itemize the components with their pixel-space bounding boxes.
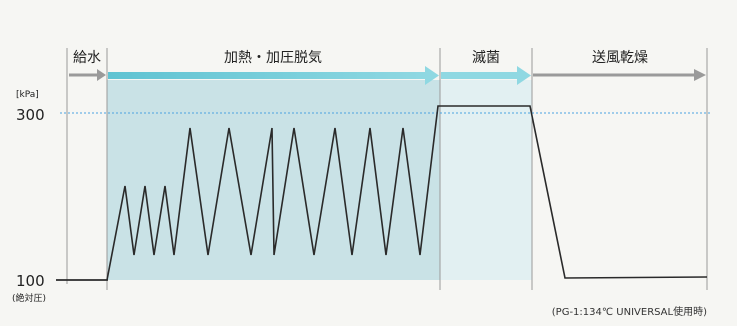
phase-label-heating: 加熱・加圧脱気: [224, 50, 322, 66]
sterilization-phase-region: [440, 80, 532, 280]
y-tick-300: 300: [16, 106, 45, 124]
y-axis-unit: [kPa]: [16, 90, 39, 100]
heating-arrowhead: [425, 66, 439, 85]
water-supply-arrowhead: [97, 69, 106, 81]
phase-label-sterilization: 滅菌: [472, 50, 500, 66]
phase-label-water-supply: 給水: [73, 50, 101, 66]
y-tick-100: 100: [16, 272, 45, 290]
sterilization-arrowhead: [517, 66, 531, 85]
footnote: (PG-1:134℃ UNIVERSAL使用時): [552, 305, 707, 318]
phase-label-drying: 送風乾燥: [592, 50, 648, 66]
pressure-curve: [56, 105, 708, 281]
sterilization-arrow: [441, 72, 518, 79]
drying-arrowhead: [694, 69, 706, 81]
phase-arrows: [69, 66, 706, 85]
heating-arrow: [108, 72, 426, 79]
phase-dividers: [66, 48, 708, 290]
y-tick-100-note: (絶対圧): [12, 292, 46, 304]
